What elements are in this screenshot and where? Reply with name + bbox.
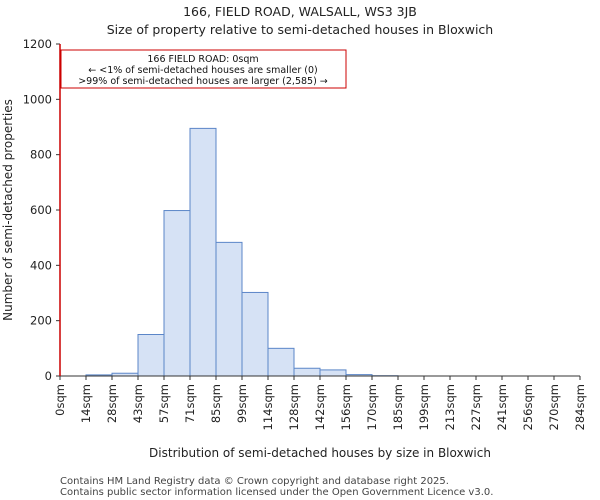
bar-5 <box>189 127 217 377</box>
y-tick-label-600: 600 <box>30 203 52 217</box>
x-tick-label-1: 14sqm <box>79 384 93 423</box>
x-tick-label-11: 156sqm <box>339 384 353 430</box>
y-tick-label-200: 200 <box>30 314 52 328</box>
x-tick-label-4: 57sqm <box>157 384 171 423</box>
bar-4 <box>163 210 191 377</box>
bar-6 <box>215 241 243 377</box>
x-tick-label-10: 142sqm <box>313 384 327 430</box>
x-tick-label-7: 99sqm <box>235 384 249 423</box>
y-tick-label-400: 400 <box>30 258 52 272</box>
x-tick-label-2: 28sqm <box>105 384 119 423</box>
x-tick-label-6: 85sqm <box>209 384 223 423</box>
annotation-line-2: ← <1% of semi-detached houses are smalle… <box>88 65 317 76</box>
x-axis-label: Distribution of semi-detached houses by … <box>149 446 491 460</box>
chart-title: 166, FIELD ROAD, WALSALL, WS3 3JB <box>183 4 417 19</box>
x-tick-label-14: 199sqm <box>417 384 431 430</box>
annotation-line-3: >99% of semi-detached houses are larger … <box>78 76 328 87</box>
x-tick-label-9: 128sqm <box>287 384 301 430</box>
x-tick-label-13: 185sqm <box>391 384 405 430</box>
y-axis-label: Number of semi-detached properties <box>1 99 15 321</box>
x-tick-label-5: 71sqm <box>183 384 197 423</box>
x-tick-label-16: 227sqm <box>469 384 483 430</box>
bar-7 <box>241 291 269 377</box>
chart-subtitle: Size of property relative to semi-detach… <box>107 22 493 37</box>
y-tick-label-800: 800 <box>30 148 52 162</box>
x-tick-label-20: 284sqm <box>573 384 587 430</box>
bar-3 <box>137 334 165 377</box>
x-tick-label-3: 43sqm <box>131 384 145 423</box>
x-tick-label-12: 170sqm <box>365 384 379 430</box>
bar-9 <box>293 367 321 377</box>
bar-10 <box>319 369 347 377</box>
x-tick-label-18: 256sqm <box>521 384 535 430</box>
y-tick-label-1200: 1200 <box>23 37 52 51</box>
annotation-line-1: 166 FIELD ROAD: 0sqm <box>147 54 258 65</box>
x-tick-label-0: 0sqm <box>53 384 67 416</box>
y-tick-label-1000: 1000 <box>23 92 52 106</box>
bar-8 <box>267 347 295 377</box>
y-tick-label-0: 0 <box>45 369 52 383</box>
x-tick-label-15: 213sqm <box>443 384 457 430</box>
x-tick-label-8: 114sqm <box>261 384 275 430</box>
plot-area: 0 200 400 600 800 1000 1200 0sqm 14sqm 28sqm 43sqm… <box>23 37 587 430</box>
footer-line-2: Contains public sector information licen… <box>60 487 493 498</box>
footer-line-1: Contains HM Land Registry data © Crown c… <box>60 476 449 487</box>
x-tick-label-17: 241sqm <box>495 384 509 430</box>
x-tick-label-19: 270sqm <box>547 384 561 430</box>
annotation-box <box>60 49 347 89</box>
